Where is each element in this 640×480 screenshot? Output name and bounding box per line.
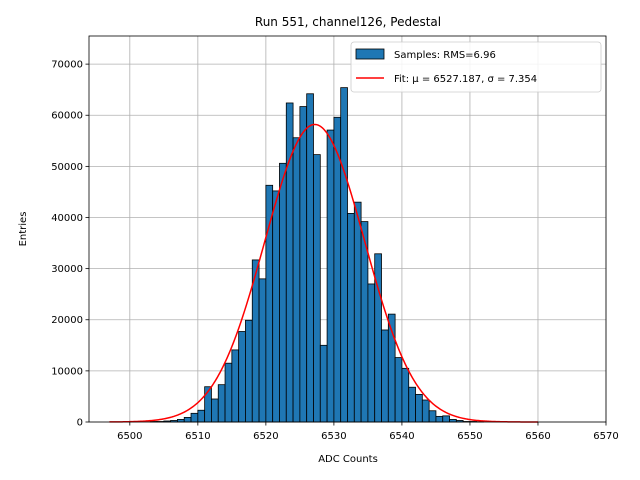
y-tick-label-0: 0 <box>77 418 83 429</box>
legend-histogram-swatch <box>355 48 385 60</box>
gaussian-fit-curve <box>109 123 538 423</box>
histogram-bar-6513 <box>217 384 226 423</box>
plot-frame <box>88 35 607 423</box>
legend-fit-label: Fit: μ = 6527.187, σ = 7.354 <box>394 74 537 85</box>
histogram-bar-6529 <box>326 129 335 423</box>
histogram-bars <box>149 87 484 423</box>
histogram-bar-6539 <box>394 357 403 423</box>
x-tick-label-6540: 6540 <box>389 431 414 442</box>
y-tick-label-60000: 60000 <box>51 111 83 122</box>
legend-histogram-label: Samples: RMS=6.96 <box>394 50 496 61</box>
histogram-bar-6533 <box>353 201 362 423</box>
histogram-bar-6516 <box>238 331 246 423</box>
histogram-bar-6521 <box>272 190 280 423</box>
y-tick-label-30000: 30000 <box>51 264 83 275</box>
legend-box <box>350 41 602 93</box>
x-tick-label-6510: 6510 <box>185 431 210 442</box>
histogram-bar-6509 <box>190 412 199 423</box>
histogram-bar-6520 <box>265 184 274 423</box>
histogram-bar-6519 <box>258 278 267 423</box>
fit-curve-layer <box>109 123 538 423</box>
histogram-bar-6530 <box>333 116 342 423</box>
histogram-bar-6510 <box>197 409 206 423</box>
histogram-bar-6545 <box>435 415 444 423</box>
histogram-bar-6515 <box>231 349 240 423</box>
x-tick-label-6520: 6520 <box>253 431 278 442</box>
legend: Samples: RMS=6.96 Fit: μ = 6527.187, σ =… <box>350 41 602 93</box>
y-tick-label-70000: 70000 <box>51 60 83 71</box>
x-tick-label-6500: 6500 <box>117 431 142 442</box>
histogram-bar-6525 <box>299 106 308 423</box>
y-tick-label-10000: 10000 <box>51 366 83 377</box>
histogram-bar-6537 <box>381 329 389 423</box>
histogram-bar-6508 <box>183 416 192 423</box>
y-tick-label-40000: 40000 <box>51 213 83 224</box>
histogram-bar-6546 <box>442 415 450 423</box>
x-tick-label-6550: 6550 <box>457 431 482 442</box>
histogram-bar-6531 <box>340 87 348 423</box>
x-tick-label-6530: 6530 <box>321 431 346 442</box>
histogram-bar-6544 <box>428 410 437 423</box>
histogram-bar-6517 <box>245 319 253 423</box>
x-axis-title: ADC Counts <box>318 454 378 465</box>
y-tick-label-50000: 50000 <box>51 162 83 173</box>
histogram-bar-6541 <box>408 386 416 423</box>
histogram-bar-6523 <box>285 102 294 423</box>
histogram-bar-6522 <box>279 162 287 423</box>
histogram-bar-6528 <box>319 344 328 423</box>
y-tick-label-20000: 20000 <box>51 315 83 326</box>
y-axis-title: Entries <box>18 212 29 247</box>
histogram-bar-6526 <box>306 93 314 423</box>
x-tick-label-6570: 6570 <box>593 431 618 442</box>
histogram-bar-6540 <box>401 367 410 423</box>
histogram-bar-6532 <box>347 213 355 423</box>
histogram-bar-6524 <box>292 137 301 423</box>
x-axis-ticks: 6500 6510 6520 6530 6540 6550 6560 6570 <box>117 422 619 442</box>
histogram-bar-6543 <box>421 399 430 423</box>
y-axis-ticks: 0 10000 20000 30000 40000 50000 60000 70000 <box>51 60 89 429</box>
histogram-bar-6527 <box>313 154 321 423</box>
x-tick-label-6560: 6560 <box>525 431 550 442</box>
histogram-bar-6512 <box>211 398 219 423</box>
chart-title: Run 551, channel126, Pedestal <box>255 15 441 29</box>
histogram-bar-6514 <box>224 362 233 423</box>
histogram-bar-6542 <box>415 393 423 423</box>
histogram-bar-6535 <box>367 283 376 423</box>
